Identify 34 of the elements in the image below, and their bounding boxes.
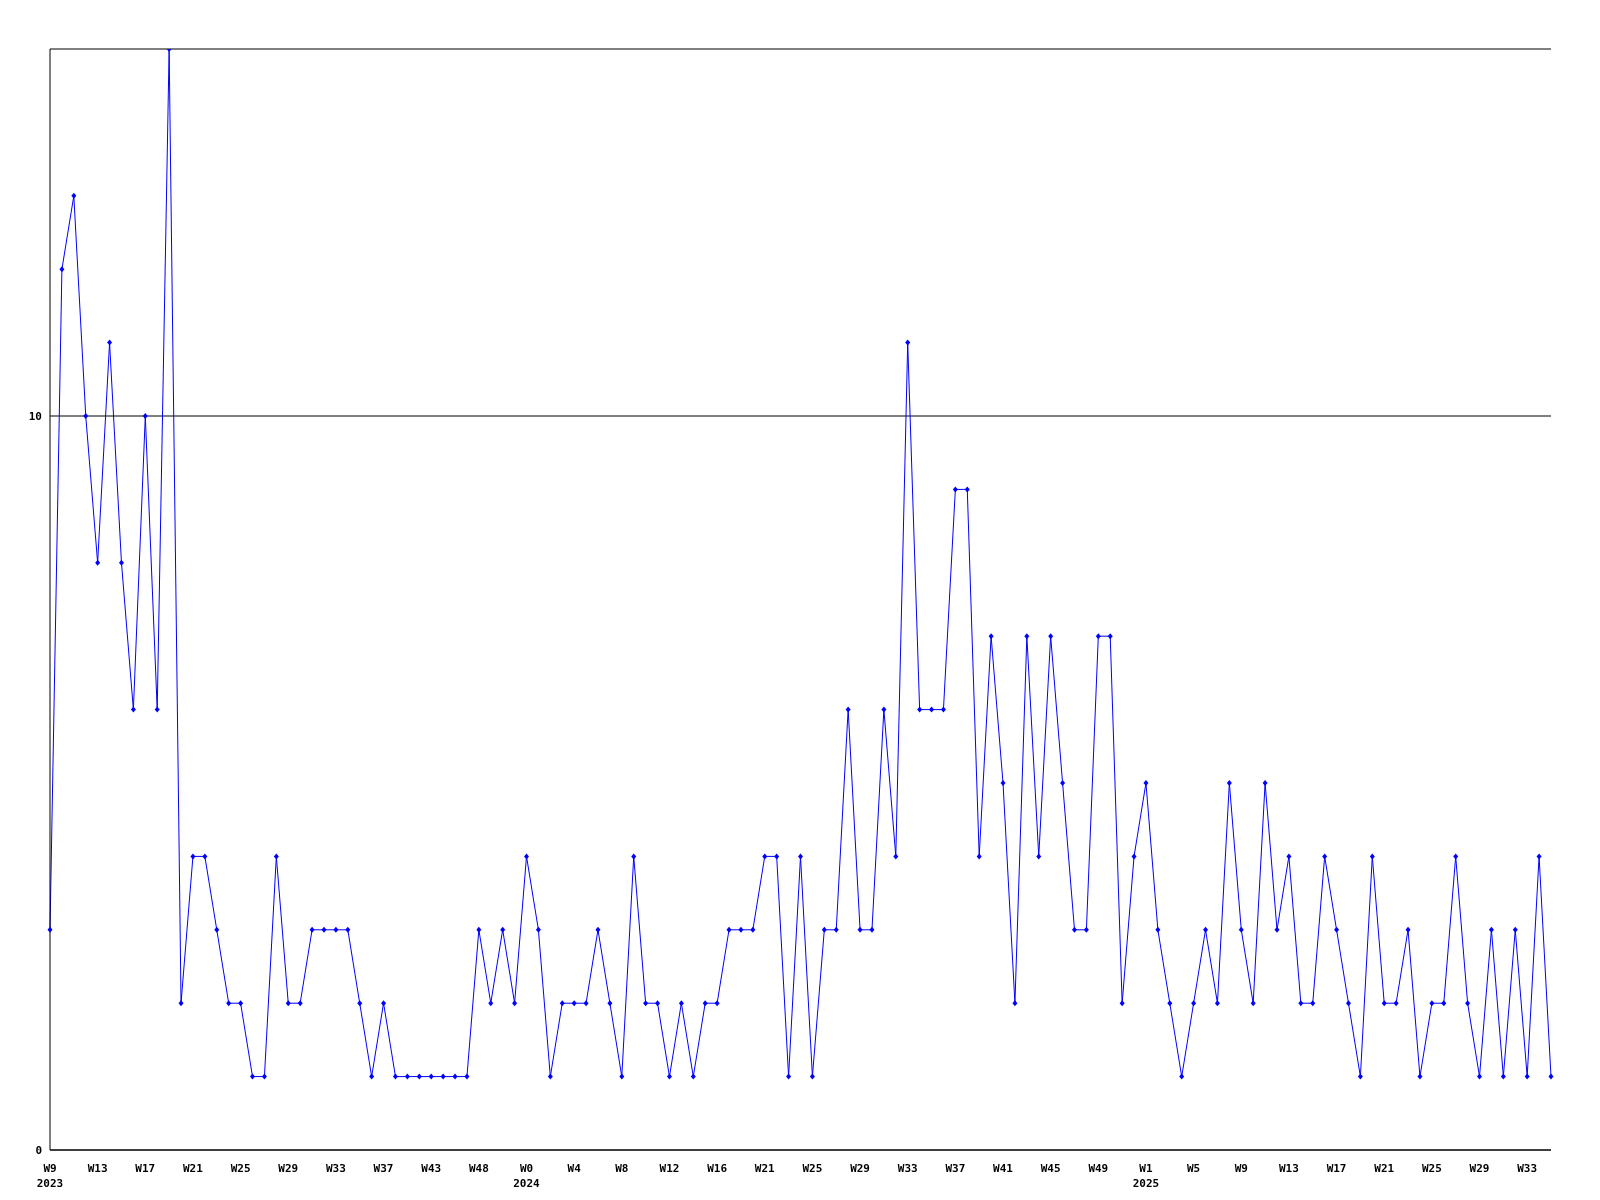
- x-tick-label: W21: [1374, 1162, 1395, 1175]
- x-tick-label: W21: [183, 1162, 204, 1175]
- x-tick-label: W8: [615, 1162, 629, 1175]
- x-tick-label: W21: [754, 1162, 776, 1175]
- x-tick-label: W33: [325, 1162, 346, 1175]
- x-tick-label: W0 2024: [513, 1162, 541, 1190]
- x-tick-label: W17: [1326, 1162, 1347, 1175]
- y-tick-label: 10: [28, 409, 42, 423]
- x-tick-label: W9: [1234, 1162, 1248, 1175]
- x-tick-label: W17: [135, 1162, 156, 1175]
- x-tick-label: W29: [278, 1162, 299, 1175]
- x-tick-label: W12: [659, 1162, 680, 1175]
- x-tick-label: W5: [1186, 1162, 1201, 1175]
- x-tick-label: W37: [373, 1162, 394, 1175]
- x-tick-label: W4: [567, 1162, 582, 1175]
- x-tick-label: W33: [1517, 1162, 1538, 1175]
- x-tick-label: W25: [1421, 1162, 1442, 1175]
- x-tick-label: W33: [897, 1162, 918, 1175]
- x-tick-label: W9 2023: [36, 1162, 64, 1190]
- x-tick-label: W25: [230, 1162, 251, 1175]
- x-tick-label: W13: [87, 1162, 108, 1175]
- x-tick-label: W13: [1278, 1162, 1299, 1175]
- x-tick-label: W43: [421, 1162, 442, 1175]
- x-tick-label: W29: [850, 1162, 870, 1175]
- x-tick-label: W16: [707, 1162, 728, 1175]
- x-tick-label: W29: [1469, 1162, 1490, 1175]
- x-tick-label: W41: [993, 1162, 1014, 1175]
- x-tick-label: W49: [1088, 1162, 1109, 1175]
- x-tick-label: W37: [945, 1162, 966, 1175]
- x-tick-label: W48: [468, 1162, 489, 1175]
- y-tick-label: 0: [35, 1143, 42, 1157]
- x-tick-label: W25: [802, 1162, 823, 1175]
- x-tick-label: W45: [1040, 1162, 1061, 1175]
- x-tick-label: W1 2025: [1132, 1162, 1160, 1190]
